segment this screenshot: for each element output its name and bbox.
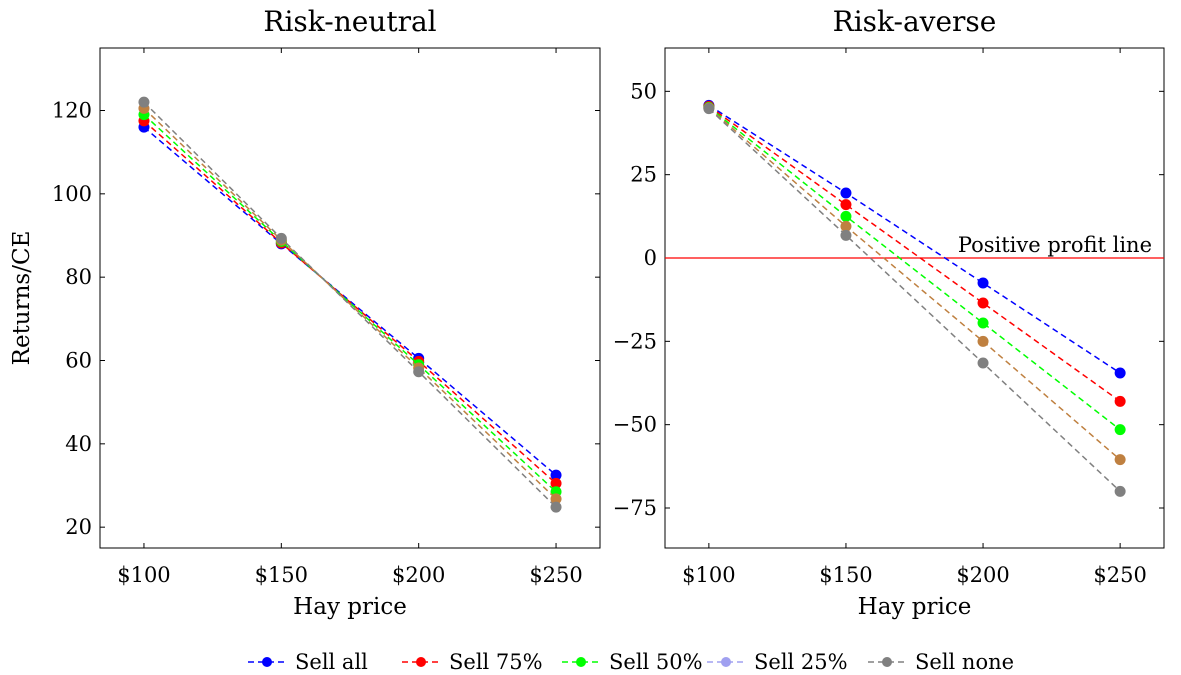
- legend-label: Sell all: [295, 650, 368, 674]
- y-tick-label: 50: [630, 79, 657, 103]
- y-tick-label: 25: [630, 163, 657, 187]
- y-tick-label: −75: [613, 496, 657, 520]
- data-point: [550, 493, 562, 505]
- data-point: [1114, 485, 1126, 497]
- chart-title: Risk-averse: [833, 5, 997, 38]
- x-tick-label: $100: [682, 563, 735, 587]
- data-point: [840, 210, 852, 222]
- positive-profit-label: Positive profit line: [958, 233, 1152, 257]
- x-tick-label: $250: [1093, 563, 1146, 587]
- series-line-3: [143, 107, 557, 500]
- data-point: [1114, 367, 1126, 379]
- data-point: [977, 297, 989, 309]
- series-line-1: [143, 120, 557, 484]
- data-point: [550, 501, 562, 513]
- x-axis-label: Hay price: [858, 594, 972, 620]
- series-line-3: [708, 107, 1121, 461]
- data-point: [840, 187, 852, 199]
- legend-label: Sell 25%: [754, 650, 848, 674]
- y-tick-label: 0: [644, 246, 657, 270]
- data-point: [977, 335, 989, 347]
- y-tick-label: 60: [65, 349, 92, 373]
- series-line-4: [708, 108, 1121, 492]
- y-tick-label: 20: [65, 515, 92, 539]
- data-point: [138, 96, 150, 108]
- x-tick-label: $200: [956, 563, 1009, 587]
- x-tick-label: $150: [255, 563, 308, 587]
- series-line-4: [143, 101, 557, 508]
- plot-frame: [99, 47, 601, 549]
- y-tick-label: 120: [52, 99, 92, 123]
- series-line-2: [143, 114, 557, 493]
- y-tick-label: 100: [52, 182, 92, 206]
- data-point: [977, 357, 989, 369]
- legend: Sell all Sell 75% Sell 50% Sell 25% Sell non…: [248, 650, 1014, 674]
- data-point: [703, 103, 715, 115]
- legend-label: Sell 75%: [449, 650, 543, 674]
- legend-marker: [721, 657, 731, 667]
- legend-marker: [416, 657, 426, 667]
- chart-title: Risk-neutral: [263, 5, 436, 38]
- legend-label: Sell 50%: [609, 650, 703, 674]
- series-line-0: [708, 104, 1121, 374]
- data-point: [1114, 424, 1126, 436]
- data-point: [1114, 395, 1126, 407]
- x-tick-label: $200: [392, 563, 445, 587]
- y-tick-label: −50: [613, 413, 657, 437]
- x-tick-label: $100: [117, 563, 170, 587]
- x-axis-label: Hay price: [293, 594, 407, 620]
- data-point: [840, 229, 852, 241]
- plot-frame: [664, 47, 1165, 549]
- data-point: [550, 477, 562, 489]
- data-point: [840, 220, 852, 232]
- legend-marker: [262, 657, 272, 667]
- data-point: [840, 199, 852, 211]
- x-tick-label: $150: [819, 563, 872, 587]
- x-tick-label: $250: [529, 563, 582, 587]
- series-line-2: [708, 106, 1121, 431]
- legend-label: Sell none: [915, 650, 1014, 674]
- data-point: [413, 366, 425, 378]
- data-point: [550, 469, 562, 481]
- y-tick-label: 80: [65, 265, 92, 289]
- data-point: [1114, 454, 1126, 466]
- series-line-1: [708, 105, 1121, 402]
- risk-neutral-panel: Risk-neutral Hay price Returns/CE $100 $150 $…: [9, 5, 601, 620]
- data-point: [977, 277, 989, 289]
- data-point: [275, 232, 287, 244]
- y-tick-label: −25: [613, 329, 657, 353]
- legend-marker: [882, 657, 892, 667]
- risk-averse-panel: Risk-averse Hay price $100 $150 $200 $250 −75 −…: [613, 5, 1165, 620]
- data-point: [977, 317, 989, 329]
- y-tick-label: 40: [65, 432, 92, 456]
- y-axis-label: Returns/CE: [9, 231, 35, 366]
- series-line-0: [143, 126, 557, 476]
- legend-marker: [576, 657, 586, 667]
